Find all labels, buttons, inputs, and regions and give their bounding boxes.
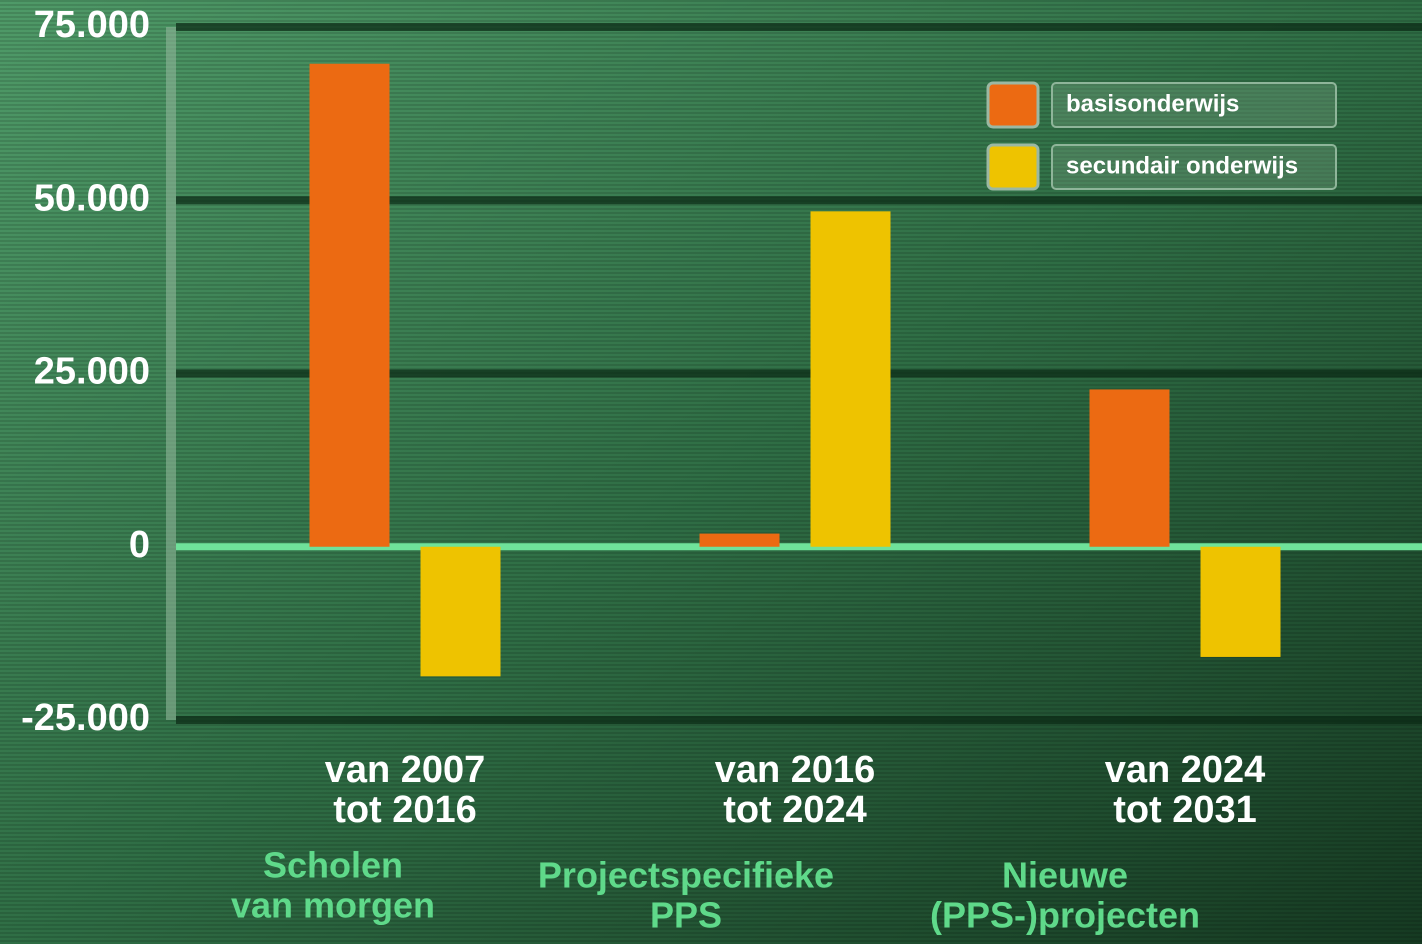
chart: basisonderwijs secundair onderwijs -25.00… [0,0,1422,944]
y-axis [166,27,176,720]
y-tick-label: 75.000 [34,4,150,46]
x-tick-label: tot 2024 [723,789,867,831]
bar [421,547,501,677]
legend-label: secundair onderwijs [1066,152,1298,179]
x-tick-label: van 2016 [715,749,876,791]
program-label: PPS [650,895,722,936]
bar [1090,389,1170,546]
page: {"chart_data": {"type": "bar", "categori… [0,0,1422,944]
y-tick-label: 25.000 [34,351,150,393]
legend-swatch [988,145,1038,189]
bar [700,534,780,547]
program-label: Scholen [263,845,403,886]
y-tick-label: -25.000 [21,697,150,739]
legend-label: basisonderwijs [1066,90,1239,117]
y-tick-label: 50.000 [34,177,150,219]
program-label: Nieuwe [1002,855,1128,896]
bar [811,211,891,546]
bar [1201,547,1281,657]
x-tick-label: tot 2031 [1113,789,1257,831]
x-tick-label: van 2007 [325,749,486,791]
x-tick-label: van 2024 [1105,749,1266,791]
program-label: van morgen [231,885,435,926]
y-tick-label: 0 [129,524,150,566]
program-label: (PPS-)projecten [930,895,1200,936]
legend-swatch [988,83,1038,127]
x-tick-label: tot 2016 [333,789,477,831]
program-label: Projectspecifieke [538,855,834,896]
bar [310,64,390,547]
